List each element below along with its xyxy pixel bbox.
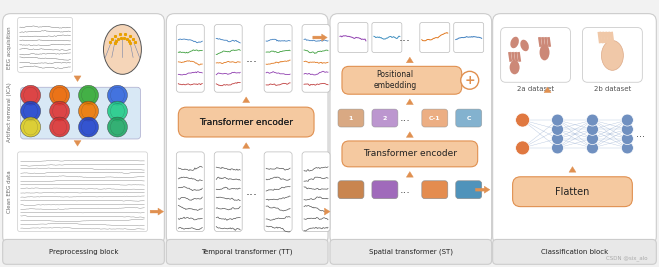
FancyBboxPatch shape [177, 152, 204, 231]
Text: 2b dataset: 2b dataset [594, 86, 631, 92]
Circle shape [552, 133, 563, 145]
Circle shape [621, 123, 633, 135]
Ellipse shape [521, 40, 529, 51]
Text: 1: 1 [349, 116, 353, 121]
Circle shape [107, 85, 127, 105]
Circle shape [49, 85, 70, 105]
Text: +: + [465, 74, 475, 87]
Text: ...: ... [245, 52, 257, 65]
Text: C-1: C-1 [429, 116, 441, 121]
FancyBboxPatch shape [214, 25, 243, 92]
Circle shape [552, 142, 563, 154]
FancyBboxPatch shape [342, 66, 462, 94]
Text: ...: ... [399, 113, 411, 123]
Ellipse shape [540, 45, 550, 60]
Text: 2: 2 [383, 116, 387, 121]
Circle shape [49, 101, 70, 121]
Circle shape [78, 85, 98, 105]
Circle shape [621, 114, 633, 126]
FancyBboxPatch shape [420, 23, 449, 52]
FancyBboxPatch shape [493, 239, 656, 264]
FancyBboxPatch shape [177, 25, 204, 92]
Circle shape [587, 133, 598, 145]
FancyBboxPatch shape [372, 109, 398, 127]
Circle shape [78, 101, 98, 121]
Text: ...: ... [399, 31, 411, 44]
FancyBboxPatch shape [264, 152, 292, 231]
FancyBboxPatch shape [3, 14, 164, 244]
Circle shape [20, 101, 41, 121]
Circle shape [621, 142, 633, 154]
Text: Transformer encoder: Transformer encoder [199, 117, 293, 127]
Circle shape [107, 101, 127, 121]
Text: ...: ... [245, 185, 257, 198]
FancyBboxPatch shape [583, 28, 643, 82]
FancyBboxPatch shape [302, 152, 330, 231]
FancyBboxPatch shape [214, 152, 243, 231]
FancyBboxPatch shape [18, 152, 148, 231]
FancyBboxPatch shape [422, 109, 447, 127]
FancyBboxPatch shape [3, 239, 164, 264]
FancyBboxPatch shape [179, 107, 314, 137]
FancyBboxPatch shape [372, 23, 402, 52]
FancyBboxPatch shape [264, 25, 292, 92]
Ellipse shape [510, 37, 519, 48]
Text: Artifact removal (ICA): Artifact removal (ICA) [7, 82, 12, 142]
Circle shape [107, 117, 127, 137]
Circle shape [515, 141, 530, 155]
FancyBboxPatch shape [372, 181, 398, 199]
Text: Spatial transformer (ST): Spatial transformer (ST) [369, 249, 453, 255]
FancyBboxPatch shape [18, 18, 72, 72]
Ellipse shape [509, 60, 519, 74]
FancyBboxPatch shape [166, 14, 328, 244]
Text: Temporal transformer (TT): Temporal transformer (TT) [202, 249, 293, 255]
Text: EEG acquisition: EEG acquisition [7, 26, 12, 69]
Text: ...: ... [399, 185, 411, 195]
FancyBboxPatch shape [513, 177, 633, 207]
FancyBboxPatch shape [20, 87, 140, 139]
Ellipse shape [103, 25, 142, 74]
Text: Classification block: Classification block [541, 249, 608, 255]
Circle shape [461, 71, 478, 89]
Circle shape [552, 114, 563, 126]
Text: Transformer encoder: Transformer encoder [363, 150, 457, 158]
Text: C: C [467, 116, 471, 121]
Circle shape [49, 117, 70, 137]
Text: ...: ... [636, 129, 645, 139]
FancyBboxPatch shape [302, 25, 330, 92]
Text: CSDN @six_alo: CSDN @six_alo [606, 256, 647, 261]
Circle shape [552, 123, 563, 135]
Text: Positional
embedding: Positional embedding [373, 70, 416, 90]
FancyBboxPatch shape [422, 181, 447, 199]
FancyBboxPatch shape [330, 14, 492, 244]
Circle shape [587, 123, 598, 135]
Circle shape [20, 117, 41, 137]
FancyBboxPatch shape [342, 141, 478, 167]
Circle shape [78, 117, 98, 137]
FancyBboxPatch shape [493, 14, 656, 244]
FancyBboxPatch shape [166, 239, 328, 264]
Circle shape [515, 113, 530, 127]
FancyBboxPatch shape [456, 181, 482, 199]
Text: Transformer encoder: Transformer encoder [199, 117, 293, 127]
Circle shape [20, 85, 41, 105]
Circle shape [621, 133, 633, 145]
FancyBboxPatch shape [338, 23, 368, 52]
FancyBboxPatch shape [456, 109, 482, 127]
Circle shape [587, 114, 598, 126]
FancyBboxPatch shape [501, 28, 571, 82]
Text: Preprocessing block: Preprocessing block [49, 249, 118, 255]
Text: Clean EEG data: Clean EEG data [7, 170, 12, 213]
FancyBboxPatch shape [454, 23, 484, 52]
Ellipse shape [602, 41, 623, 70]
FancyBboxPatch shape [338, 109, 364, 127]
Text: 2a dataset: 2a dataset [517, 86, 554, 92]
FancyBboxPatch shape [338, 181, 364, 199]
FancyBboxPatch shape [330, 239, 492, 264]
Circle shape [587, 142, 598, 154]
Text: Flatten: Flatten [556, 187, 590, 197]
